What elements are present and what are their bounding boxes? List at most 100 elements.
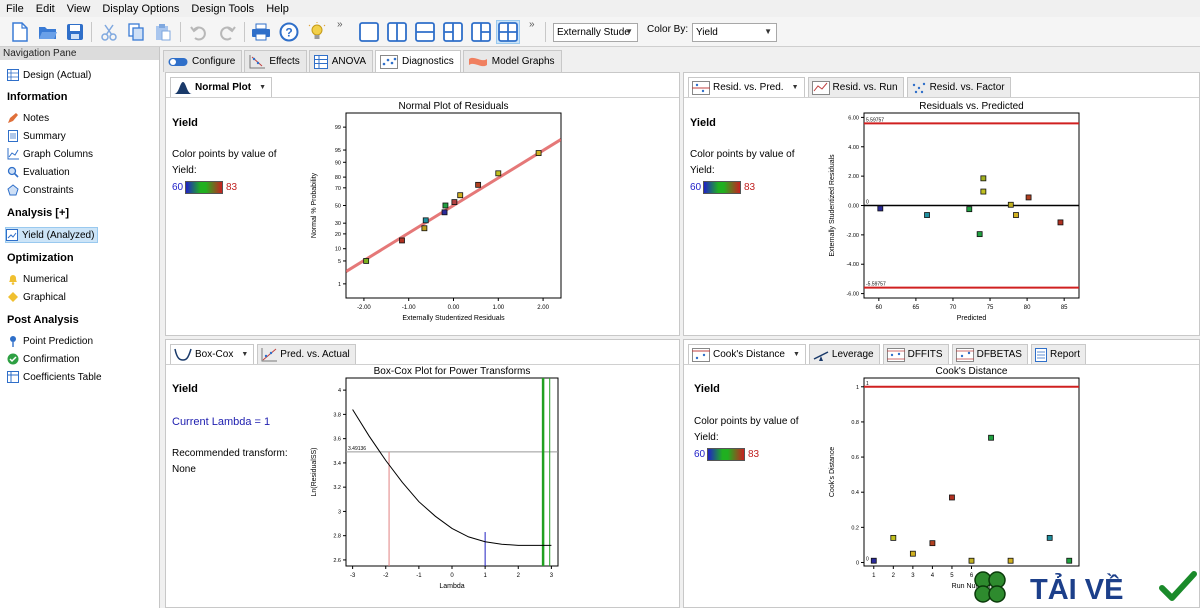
limit-label: 1 bbox=[866, 381, 869, 387]
tips-button[interactable] bbox=[305, 20, 329, 44]
menu-file[interactable]: File bbox=[6, 2, 24, 15]
menu-bar: File Edit View Display Options Design To… bbox=[0, 0, 1200, 17]
chevron-down-icon[interactable]: ▼ bbox=[791, 84, 799, 91]
new-file-button[interactable] bbox=[8, 20, 32, 44]
residuals-vs-predicted-chart[interactable]: Residuals vs. Predicted Predicted External… bbox=[814, 95, 1199, 335]
nav-constraints[interactable]: Constraints bbox=[7, 182, 74, 198]
nav-graphical[interactable]: Graphical bbox=[7, 289, 66, 305]
nav-constraints-label: Constraints bbox=[23, 184, 74, 196]
copy-button[interactable] bbox=[124, 20, 148, 44]
toolbar-overflow[interactable]: » bbox=[529, 19, 535, 30]
open-file-button[interactable] bbox=[36, 20, 60, 44]
response-name: Yield bbox=[694, 383, 720, 395]
tab-model-graphs[interactable]: Model Graphs bbox=[462, 50, 562, 72]
tab-leverage[interactable]: Leverage bbox=[808, 344, 880, 364]
print-button[interactable] bbox=[249, 20, 273, 44]
nav-summary[interactable]: Summary bbox=[7, 128, 66, 144]
menu-help[interactable]: Help bbox=[266, 2, 289, 15]
undo-icon bbox=[190, 26, 206, 41]
menu-display-options[interactable]: Display Options bbox=[102, 2, 180, 15]
data-point bbox=[1057, 219, 1064, 226]
y-tick-label: 10 bbox=[335, 247, 341, 253]
layout-horizontal-split-button[interactable] bbox=[413, 20, 437, 44]
nav-yield-analyzed[interactable]: Yield (Analyzed) bbox=[5, 227, 99, 243]
tab-diagnostics[interactable]: Diagnostics bbox=[375, 50, 461, 72]
tab-anova-label: ANOVA bbox=[331, 56, 367, 67]
nav-confirmation[interactable]: Confirmation bbox=[7, 351, 80, 367]
y-tick-label: 90 bbox=[335, 160, 341, 166]
tab-anova[interactable]: ANOVA bbox=[308, 50, 374, 72]
x-axis-label: Run Number bbox=[952, 583, 992, 590]
tab-resid-vs-factor[interactable]: Resid. vs. Factor bbox=[906, 77, 1011, 97]
x-tick-label: 65 bbox=[913, 305, 920, 311]
layout-three-pane-alt-button[interactable] bbox=[469, 20, 493, 44]
y-tick-label: 0.8 bbox=[851, 420, 859, 426]
menu-edit[interactable]: Edit bbox=[35, 2, 55, 15]
nav-numerical[interactable]: Numerical bbox=[7, 271, 68, 287]
layout-vertical-split-button[interactable] bbox=[385, 20, 409, 44]
help-button[interactable]: ? bbox=[277, 20, 301, 44]
main-tabs: Configure Effects ANOVA Diagnostics Mode… bbox=[163, 50, 564, 72]
nav-evaluation[interactable]: Evaluation bbox=[7, 164, 70, 180]
chevron-down-icon[interactable]: ▼ bbox=[259, 84, 267, 91]
cut-button[interactable] bbox=[97, 20, 121, 44]
tab-effects[interactable]: Effects bbox=[244, 50, 307, 72]
color-by-select[interactable]: Yield ▼ bbox=[692, 23, 777, 42]
color-by-label: Color By: bbox=[647, 24, 689, 35]
nav-notes[interactable]: Notes bbox=[7, 110, 49, 126]
tab-resid-vs-pred[interactable]: Resid. vs. Pred. ▼ bbox=[688, 77, 805, 97]
tab-pred-vs-actual[interactable]: Pred. vs. Actual bbox=[257, 344, 356, 364]
tab-cooks-distance-label: Cook's Distance bbox=[713, 349, 785, 360]
nav-graph-columns[interactable]: Graph Columns bbox=[7, 146, 93, 162]
tab-leverage-label: Leverage bbox=[831, 349, 874, 360]
tab-configure[interactable]: Configure bbox=[163, 50, 243, 72]
layout-single-button[interactable] bbox=[357, 20, 381, 44]
layout-three-pane-icon bbox=[443, 22, 463, 42]
box-cox-chart[interactable]: Box-Cox Plot for Power Transforms Lambda L… bbox=[296, 362, 680, 608]
chevron-down-icon[interactable]: ▼ bbox=[792, 351, 800, 358]
cooks-distance-chart[interactable]: Cook's Distance Run Number Cook's Distance… bbox=[814, 362, 1199, 608]
menu-view[interactable]: View bbox=[66, 2, 91, 15]
layout-four-pane-button[interactable] bbox=[496, 20, 520, 44]
tab-cooks-distance[interactable]: Cook's Distance ▼ bbox=[688, 344, 806, 364]
tab-report[interactable]: Report bbox=[1030, 344, 1086, 364]
scatter-icon bbox=[261, 347, 278, 362]
tab-dffits-label: DFFITS bbox=[907, 349, 943, 360]
x-tick-label: 4 bbox=[931, 573, 935, 579]
chart-title: Normal Plot of Residuals bbox=[398, 101, 508, 112]
nav-point-prediction[interactable]: Point Prediction bbox=[7, 333, 93, 349]
tab-normal-plot[interactable]: Normal Plot ▼ bbox=[170, 77, 273, 97]
section-analysis[interactable]: Analysis [+] bbox=[7, 207, 70, 219]
nav-coefficients-table[interactable]: Coefficients Table bbox=[7, 369, 102, 385]
dots-grid-icon bbox=[955, 347, 974, 362]
data-point bbox=[924, 212, 930, 218]
dots-icon bbox=[911, 81, 927, 95]
toolbar-overflow[interactable]: » bbox=[337, 19, 343, 30]
save-button[interactable] bbox=[63, 20, 87, 44]
nav-design[interactable]: Design (Actual) bbox=[7, 67, 91, 83]
menu-design-tools[interactable]: Design Tools bbox=[191, 2, 255, 15]
layout-three-pane-button[interactable] bbox=[441, 20, 465, 44]
undo-button[interactable] bbox=[187, 20, 211, 44]
nav-numerical-label: Numerical bbox=[23, 273, 69, 285]
normal-plot-chart[interactable]: Normal Plot of Residuals Externally Stude… bbox=[296, 95, 680, 335]
tab-dffits[interactable]: DFFITS bbox=[882, 344, 949, 364]
color-gradient-legend bbox=[185, 181, 223, 194]
paste-button[interactable] bbox=[151, 20, 175, 44]
svg-text:?: ? bbox=[285, 26, 292, 40]
redo-button[interactable] bbox=[215, 20, 239, 44]
pushpin-icon bbox=[7, 335, 19, 347]
y-tick-label: 4.00 bbox=[848, 145, 859, 151]
tab-dfbetas[interactable]: DFBETAS bbox=[951, 344, 1028, 364]
scatter-icon bbox=[380, 54, 399, 69]
tab-box-cox[interactable]: Box-Cox ▼ bbox=[170, 344, 255, 364]
tab-resid-vs-run[interactable]: Resid. vs. Run bbox=[807, 77, 904, 97]
tab-divider bbox=[166, 364, 679, 365]
check-circle-icon bbox=[7, 353, 19, 365]
residual-type-select[interactable]: Externally Stude ▼ bbox=[553, 23, 638, 42]
dots-grid-icon bbox=[886, 347, 905, 362]
chevron-down-icon[interactable]: ▼ bbox=[241, 351, 249, 358]
surface-icon bbox=[468, 55, 488, 69]
data-point bbox=[949, 494, 955, 501]
